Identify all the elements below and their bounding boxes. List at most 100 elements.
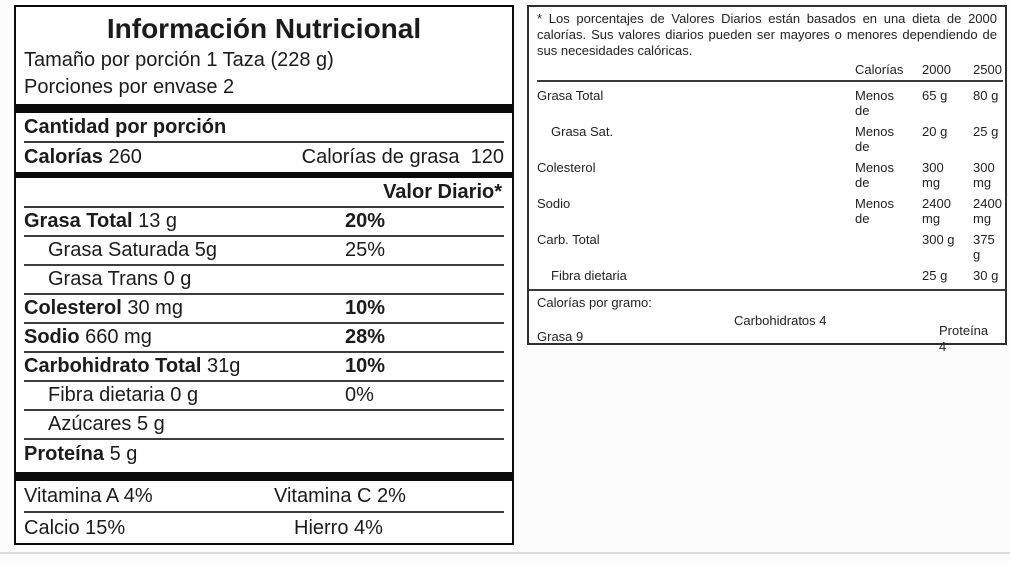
ref-qualifier: Menos de (855, 88, 895, 118)
ref-value-2500: 2400 mg (973, 196, 1002, 226)
header-2500: 2500 (973, 62, 1002, 77)
calories-per-gram-title: Calorías por gramo: (537, 295, 652, 310)
nutrient-dv: 25% (345, 239, 386, 261)
header-spacer (537, 62, 855, 77)
ref-row-total-fat: Grasa Total Menos de 65 g 80 g (537, 88, 1003, 118)
ref-value-2000: 2400 mg (922, 196, 951, 226)
calories-value: Calorías 260 (24, 143, 142, 172)
nutrient-label: Colesterol 30 mg (24, 297, 345, 320)
ref-qualifier (855, 268, 901, 283)
nutrient-dv: 0% (345, 384, 374, 406)
nutrition-facts-panel: Información Nutricional Tamaño por porci… (14, 5, 514, 545)
nutrient-row-sat-fat: Grasa Saturada 5g 25% (24, 237, 504, 266)
nutrient-row-sodium: Sodio 660 mg 28% (24, 324, 504, 353)
nutrient-amount: 660 mg (85, 326, 152, 348)
nutrient-dv: 10% (345, 355, 386, 377)
bottom-faint-rule (0, 552, 1010, 554)
calories-number: 260 (108, 146, 142, 168)
nutrient-name: Carbohidrato Total (24, 355, 202, 377)
calories-from-fat: Calorías de grasa 120 (302, 143, 504, 172)
carbs-per-gram: Carbohidratos 4 (734, 313, 827, 328)
divider-thick-bar (16, 104, 512, 113)
divider-mid-bar (16, 172, 512, 178)
nutrient-name: Proteína (24, 443, 105, 465)
daily-values-footnote-panel: * Los porcentajes de Valores Diarios est… (527, 5, 1007, 354)
ref-label: Grasa Sat. (551, 124, 614, 139)
servings-per-container: Porciones por envase 2 (24, 76, 235, 98)
nutrient-row-protein: Proteína 5 g (24, 440, 504, 469)
nutrient-amount: 13 g (138, 210, 178, 232)
ref-qualifier: Menos de (855, 196, 895, 226)
nutrient-name: Grasa Total (24, 210, 133, 232)
calories-fat-number: 120 (470, 146, 504, 168)
ref-value-2500: 80 g (973, 88, 999, 103)
amount-per-serving-label: Cantidad por porción (24, 113, 504, 143)
ref-row-sat-fat: Grasa Sat. Menos de 20 g 25 g (537, 124, 1003, 154)
ref-label: Fibra dietaria (551, 268, 627, 283)
protein-per-gram: Proteína 4 (939, 323, 989, 354)
nutrient-dv: 28% (345, 326, 386, 348)
vitamin-a: Vitamina A 4% (24, 485, 153, 507)
nutrient-amount: 31g (206, 355, 241, 377)
calcium: Calcio 15% (24, 517, 126, 539)
nutrient-label: Grasa Total 13 g (24, 210, 345, 233)
nutrient-row-total-carb: Carbohidrato Total 31g 10% (24, 353, 504, 382)
nutrient-dv: 20% (345, 210, 386, 232)
header-calories: Calorías (855, 62, 904, 77)
ref-qualifier: Menos de (855, 124, 895, 154)
ref-label: Sodio (537, 196, 571, 211)
nutrient-amount: 5 g (136, 413, 165, 435)
nutrient-name: Grasa Saturada (48, 239, 190, 261)
nutrient-row-total-fat: Grasa Total 13 g 20% (24, 208, 504, 237)
nutrient-name: Fibra dietaria (48, 384, 165, 406)
nutrient-label: Sodio 660 mg (24, 326, 345, 349)
ref-value-2000: 300 g (922, 232, 955, 247)
nutrient-name: Sodio (24, 326, 80, 348)
nutrient-row-fiber: Fibra dietaria 0 g 0% (24, 382, 504, 411)
ref-label: Grasa Total (537, 88, 604, 103)
ref-row-fiber: Fibra dietaria 25 g 30 g (537, 268, 1003, 283)
divider-thick-bar (16, 472, 512, 481)
ref-row-total-carb: Carb. Total 300 g 375 g (537, 232, 1003, 262)
nutrient-label: Fibra dietaria 0 g (24, 384, 345, 407)
header-2000: 2000 (922, 62, 951, 77)
nutrient-amount: 0 g (170, 384, 199, 406)
reference-table-header: Calorías 2000 2500 (537, 62, 1003, 82)
panel-title: Información Nutricional (106, 13, 422, 44)
nutrient-label: Carbohidrato Total 31g (24, 355, 345, 378)
ref-row-sodium: Sodio Menos de 2400 mg 2400 mg (537, 196, 1003, 226)
nutrient-amount: 0 g (163, 268, 192, 290)
ref-value-2500: 375 g (973, 232, 995, 262)
nutrient-row-cholesterol: Colesterol 30 mg 10% (24, 295, 504, 324)
calories-row: Calorías 260 Calorías de grasa 120 (24, 143, 504, 172)
nutrient-name: Azúcares (48, 413, 132, 435)
nutrient-label: Proteína 5 g (24, 443, 345, 466)
nutrient-label: Grasa Trans 0 g (24, 268, 345, 291)
ref-row-cholesterol: Colesterol Menos de 300 mg 300 mg (537, 160, 1003, 190)
footnote-text: * Los porcentajes de Valores Diarios est… (537, 11, 997, 58)
calories-label: Calorías (24, 146, 103, 168)
ref-value-2500: 300 mg (973, 160, 995, 190)
nutrient-amount: 5g (194, 239, 218, 261)
vitamin-row-calcium-iron: Calcio 15% Hierro 4% (24, 513, 504, 544)
ref-qualifier: Menos de (855, 160, 895, 190)
vitamin-c: Vitamina C 2% (274, 485, 406, 507)
fat-per-gram: Grasa 9 (537, 329, 584, 344)
nutrient-label: Grasa Saturada 5g (24, 239, 345, 262)
iron: Hierro 4% (294, 517, 383, 539)
serving-size: Tamaño por porción 1 Taza (228 g) (24, 49, 334, 71)
ref-value-2500: 30 g (973, 268, 999, 283)
ref-value-2000: 65 g (922, 88, 948, 103)
nutrient-dv: 10% (345, 297, 386, 319)
nutrient-label: Azúcares 5 g (24, 413, 345, 436)
ref-value-2500: 25 g (973, 124, 999, 139)
nutrient-name: Colesterol (24, 297, 122, 319)
calories-per-gram-section: Calorías por gramo: Carbohidratos 4 Gras… (529, 289, 1005, 367)
vitamin-row-a-c: Vitamina A 4% Vitamina C 2% (24, 481, 504, 513)
ref-label: Colesterol (537, 160, 596, 175)
nutrient-amount: 30 mg (127, 297, 183, 319)
ref-qualifier (855, 232, 901, 262)
nutrient-name: Grasa Trans (48, 268, 159, 290)
nutrient-amount: 5 g (109, 443, 138, 465)
daily-value-header: Valor Diario* (24, 178, 504, 208)
